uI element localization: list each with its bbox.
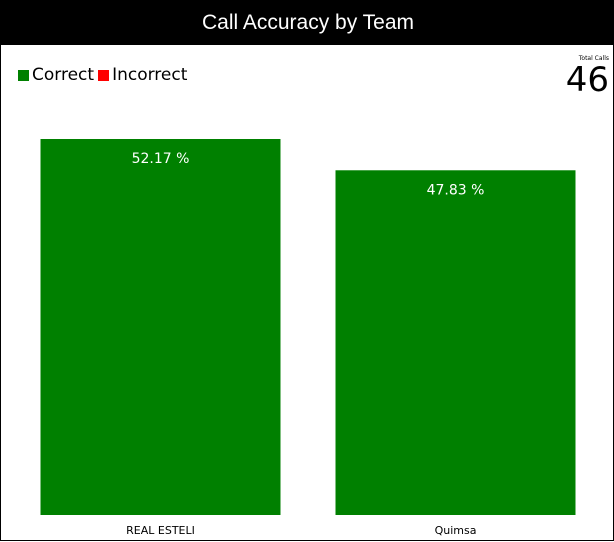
bar-real-esteli[interactable] [40,139,281,515]
x-tick-label-real-esteli: REAL ESTELI [126,524,195,537]
data-label-real-esteli: 52.17 % [132,151,190,167]
bar-quimsa[interactable] [335,170,576,515]
chart-title: Call Accuracy by Team [1,1,614,45]
legend-item-correct[interactable]: Correct [18,65,94,85]
total-calls-value: 46 [565,60,609,100]
legend: Correct Incorrect [18,63,191,87]
total-calls-kpi: Total Calls 46 [566,55,609,97]
x-tick-label-quimsa: Quimsa [435,524,477,537]
legend-item-incorrect[interactable]: Incorrect [98,65,187,85]
total-calls-label: Total Calls [578,55,609,62]
legend-label-incorrect: Incorrect [112,65,188,85]
legend-label-correct: Correct [32,65,95,85]
legend-swatch-incorrect [98,69,110,81]
legend-swatch-correct [18,69,29,81]
data-label-quimsa: 47.83 % [427,182,485,198]
